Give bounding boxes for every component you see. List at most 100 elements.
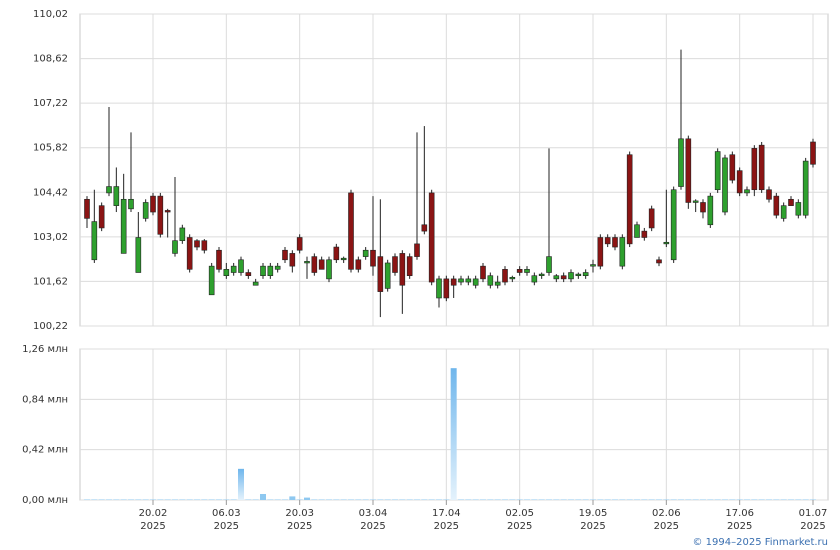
- candle-body: [84, 198, 90, 219]
- x-tick-label: 2025: [214, 521, 239, 532]
- candle-body: [670, 189, 677, 261]
- candle-body: [201, 240, 208, 251]
- candle-body: [553, 275, 560, 280]
- candle-body: [311, 256, 318, 273]
- candle-body: [575, 273, 582, 276]
- candle-body: [260, 265, 266, 276]
- candle-body: [282, 249, 288, 261]
- candle-body: [289, 253, 296, 267]
- candle-body: [91, 221, 98, 261]
- y-tick-label: 0,42 млн: [22, 445, 68, 456]
- candle-body: [692, 200, 699, 203]
- candle-body: [384, 262, 391, 289]
- candle-body: [531, 275, 538, 283]
- candle-body: [707, 195, 714, 226]
- x-tick-label: 2025: [727, 521, 752, 532]
- y-tick-label: 100,22: [33, 321, 68, 332]
- copyright[interactable]: © 1994–2025 Finmarket.ru: [692, 537, 828, 548]
- candle-body: [722, 157, 728, 213]
- x-tick-label: 02.06: [652, 508, 681, 519]
- candle-body: [487, 275, 494, 286]
- candle-body: [641, 230, 648, 238]
- candle-body: [597, 237, 604, 267]
- candle-body: [450, 278, 457, 286]
- candle-body: [326, 259, 332, 280]
- volume-bar: [238, 468, 244, 500]
- candle-body: [802, 160, 809, 216]
- candle-body: [142, 202, 149, 219]
- candle-body: [560, 275, 567, 280]
- volume-bar: [289, 496, 296, 500]
- candle-body: [245, 272, 252, 276]
- candle-body: [355, 259, 362, 270]
- volume-bar: [450, 368, 457, 500]
- candle-body: [238, 259, 244, 273]
- candle-body: [370, 249, 376, 267]
- candle-body: [626, 154, 633, 245]
- candle-body: [810, 141, 816, 165]
- candle-body: [744, 189, 750, 194]
- candle-body: [780, 205, 787, 219]
- candle-body: [414, 243, 420, 257]
- y-tick-label: 110,02: [33, 9, 68, 20]
- x-tick-label: 20.02: [139, 508, 168, 519]
- candle-body: [348, 192, 354, 270]
- candle-body: [223, 269, 230, 276]
- x-tick-label: 17.04: [432, 508, 461, 519]
- candle-body: [318, 259, 325, 270]
- candle-body: [230, 265, 237, 273]
- x-tick-label: 2025: [800, 521, 825, 532]
- candle-body: [333, 246, 340, 261]
- y-tick-label: 105,82: [33, 143, 68, 154]
- candle-body: [194, 240, 200, 248]
- candle-body: [648, 208, 655, 229]
- x-tick-label: 01.07: [799, 508, 828, 519]
- y-tick-label: 107,22: [33, 98, 68, 109]
- y-tick-label: 1,26 млн: [22, 344, 68, 355]
- candle-body: [421, 224, 428, 232]
- y-tick-label: 0,00 млн: [22, 495, 68, 506]
- x-tick-label: 2025: [434, 521, 459, 532]
- candle-body: [678, 138, 684, 187]
- candle-body: [619, 237, 626, 267]
- x-tick-label: 2025: [654, 521, 679, 532]
- candle-body: [538, 273, 545, 276]
- candle-body: [113, 186, 120, 206]
- x-tick-label: 2025: [580, 521, 605, 532]
- candle-body: [128, 198, 134, 210]
- candle-body: [120, 198, 127, 254]
- candle-body: [465, 278, 472, 283]
- candle-body: [568, 272, 574, 280]
- x-tick-label: 06.03: [212, 508, 241, 519]
- x-tick-label: 2025: [140, 521, 165, 532]
- candle-body: [685, 138, 692, 203]
- candle-body: [267, 265, 274, 276]
- candle-body: [634, 224, 640, 238]
- x-tick-label: 2025: [287, 521, 312, 532]
- y-tick-label: 0,84 млн: [22, 394, 68, 405]
- x-tick-label: 20.03: [285, 508, 314, 519]
- candle-body: [516, 269, 523, 273]
- candle-body: [700, 202, 706, 213]
- x-tick-label: 2025: [507, 521, 532, 532]
- candle-body: [98, 205, 105, 229]
- candle-body: [208, 265, 215, 296]
- candle-body: [729, 154, 736, 181]
- x-tick-label: 2025: [360, 521, 385, 532]
- candle-body: [795, 202, 802, 216]
- candle-body: [788, 198, 794, 206]
- volume-bar: [304, 497, 310, 500]
- candle-body: [252, 281, 259, 286]
- candle-body: [509, 276, 516, 280]
- candle-body: [296, 237, 303, 251]
- candle-body: [399, 253, 406, 286]
- candle-body: [436, 278, 442, 299]
- candle-body: [377, 256, 384, 292]
- candle-body: [604, 237, 611, 245]
- candle-body: [340, 257, 347, 261]
- candle-body: [524, 269, 530, 273]
- candle-body: [428, 192, 435, 283]
- candle-body: [164, 210, 171, 213]
- x-tick-label: 17.06: [725, 508, 754, 519]
